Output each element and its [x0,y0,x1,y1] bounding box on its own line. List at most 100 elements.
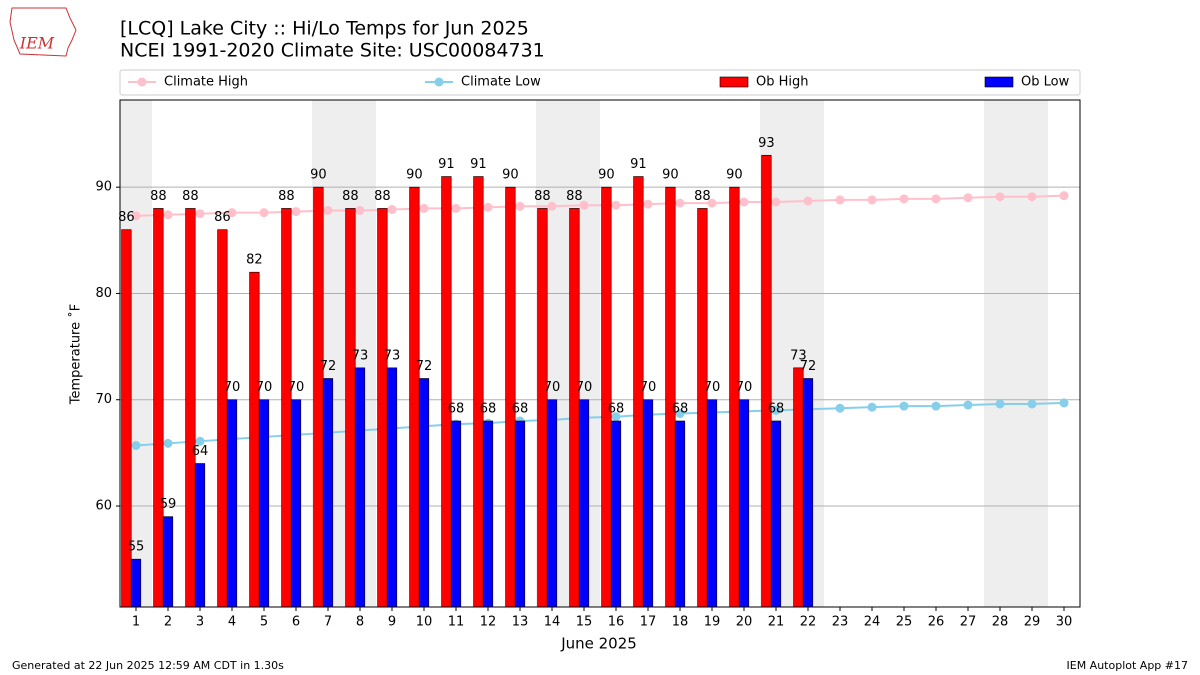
data-label: 73 [384,348,401,363]
legend-marker [137,77,147,87]
bar [322,378,334,608]
y-tick-label: 80 [95,286,112,301]
bar [729,186,740,608]
bar [226,399,238,608]
data-label: 70 [736,380,753,395]
y-tick-label: 70 [95,392,112,407]
y-tick-label: 90 [95,180,112,195]
x-tick-label: 18 [672,615,689,630]
data-label: 64 [192,444,209,459]
bar [130,558,142,608]
data-label: 68 [672,401,689,416]
x-tick-label: 30 [1056,615,1073,630]
point [835,403,845,413]
y-tick-label: 60 [95,499,112,514]
point [515,201,525,211]
data-label: 88 [278,189,295,204]
point [547,201,557,211]
x-tick-label: 19 [704,615,721,630]
x-tick-label: 15 [576,615,593,630]
x-tick-label: 1 [132,615,140,630]
point [867,195,877,205]
bar [674,420,686,608]
point [963,193,973,203]
data-label: 82 [246,253,263,268]
footer-right: IEM Autoplot App #17 [1067,659,1189,672]
point [643,199,653,209]
bar [441,176,452,608]
bar [281,208,292,608]
point [835,195,845,205]
data-label: 72 [800,359,817,374]
bar [386,367,398,608]
point [419,203,429,213]
x-tick-label: 26 [928,615,945,630]
point [259,208,269,218]
x-tick-label: 6 [292,615,300,630]
bar [162,516,174,608]
x-tick-label: 29 [1024,615,1041,630]
bar [665,186,676,608]
x-tick-label: 11 [448,615,465,630]
x-tick-label: 12 [480,615,497,630]
bar [706,399,718,608]
point [163,438,173,448]
x-tick-label: 14 [544,615,561,630]
bar [345,208,356,608]
data-label: 90 [310,168,327,183]
point [227,208,237,218]
bar [482,420,494,608]
point [355,206,365,216]
data-label: 90 [598,168,615,183]
x-tick-label: 8 [356,615,364,630]
data-label: 91 [438,157,455,172]
point [1059,191,1069,201]
data-label: 70 [224,380,241,395]
point [131,440,141,450]
data-label: 68 [448,401,465,416]
bar [514,420,526,608]
data-label: 86 [118,210,135,225]
point [931,401,941,411]
weekend-shade [1016,100,1048,607]
bar [290,399,302,608]
x-tick-label: 10 [416,615,433,630]
x-axis-label: June 2025 [560,635,637,653]
bar [610,420,622,608]
data-label: 90 [662,168,679,183]
data-label: 88 [534,189,551,204]
x-tick-label: 17 [640,615,657,630]
point [675,409,685,419]
data-label: 73 [352,348,369,363]
chart-title: [LCQ] Lake City :: Hi/Lo Temps for Jun 2… [120,18,529,40]
data-label: 70 [640,380,657,395]
point [387,204,397,214]
data-label: 55 [128,540,145,555]
point [131,211,141,221]
data-label: 91 [470,157,487,172]
bar [793,367,804,608]
bar [546,399,558,608]
x-tick-label: 21 [768,615,785,630]
bar [802,378,814,608]
bar [217,229,228,608]
point [611,200,621,210]
legend-label: Climate High [164,75,248,90]
point [707,198,717,208]
bar [409,186,420,608]
data-label: 88 [342,189,359,204]
bar [450,420,462,608]
point [483,202,493,212]
data-label: 88 [374,189,391,204]
data-label: 73 [790,348,807,363]
x-tick-label: 16 [608,615,625,630]
point [195,209,205,219]
point [963,400,973,410]
bar [642,399,654,608]
logo: IEM [9,7,77,57]
data-label: 70 [288,380,305,395]
y-axis-label: Temperature ˚F [68,304,84,405]
point [771,405,781,415]
data-label: 72 [320,359,337,374]
bar [418,378,430,608]
